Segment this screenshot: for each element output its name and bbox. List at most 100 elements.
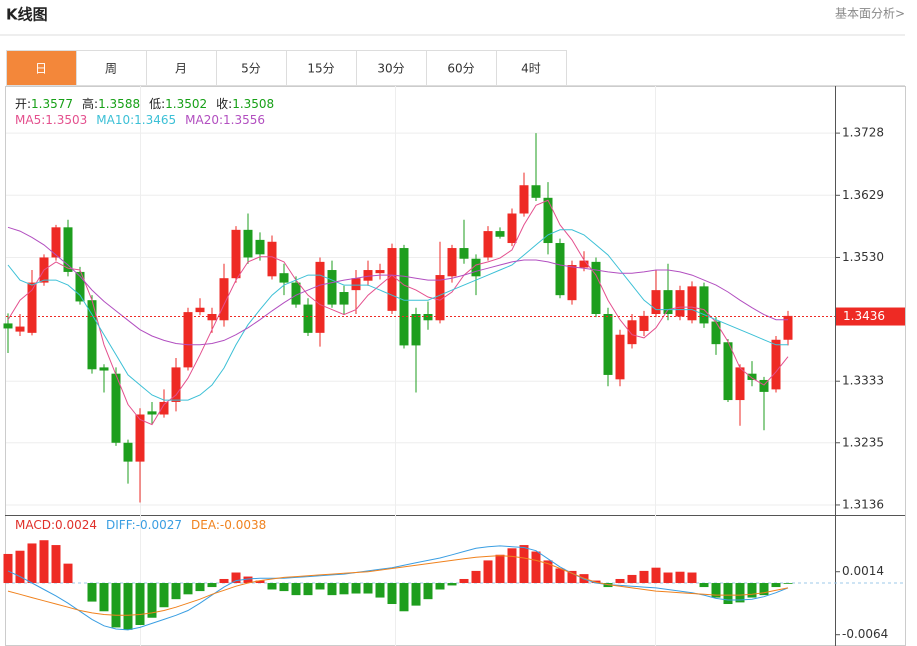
macd-bar [723, 583, 733, 605]
macd-bar [123, 583, 133, 630]
tab[interactable] [496, 50, 567, 86]
candle-body [423, 314, 433, 321]
macd-bar [303, 583, 313, 596]
candle-body [435, 275, 445, 321]
indicator-line [7, 199, 789, 426]
macd-bar [147, 583, 157, 618]
macd-bar [651, 567, 661, 584]
tab[interactable] [216, 50, 287, 86]
candle-body [291, 282, 301, 305]
y-tick-label: 1.3333 [842, 374, 884, 388]
macd-bar [351, 583, 361, 594]
macd-bar [219, 578, 229, 584]
macd-bar [195, 583, 205, 592]
macd-bar [327, 583, 337, 596]
tab[interactable] [286, 50, 357, 86]
legend-label: MA10: [96, 113, 135, 127]
macd-bar [255, 580, 265, 584]
y-tick-label: -0.0064 [842, 627, 888, 641]
candle-body [711, 321, 721, 345]
candle-body [735, 367, 745, 401]
macd-bar [3, 553, 13, 584]
candle-body [375, 270, 385, 274]
candle-body [207, 314, 217, 321]
legend-value: 1.3465 [134, 113, 177, 127]
y-tick-label: 0.0014 [842, 564, 884, 578]
macd-bar [111, 583, 121, 628]
candle-body [51, 227, 61, 258]
candle-body [783, 315, 793, 340]
candle-body [651, 290, 661, 315]
indicator-line [7, 545, 789, 631]
candle-body [615, 334, 625, 380]
macd-bar [159, 583, 169, 608]
macd-bar [435, 583, 445, 590]
macd-bar [135, 583, 145, 626]
legend-value: -0.0027 [135, 518, 183, 532]
candle-body [447, 248, 457, 277]
candle-body [171, 367, 181, 402]
candle-body [495, 231, 505, 237]
candle-body [75, 271, 85, 302]
tab-label[interactable]: 5分 [241, 62, 261, 76]
candle-body [327, 270, 337, 305]
current-price-label: 1.3436 [843, 309, 885, 323]
legend-value: 1.3588 [98, 97, 141, 111]
macd-bar [63, 563, 73, 584]
candle-body [531, 185, 541, 198]
tab-label[interactable]: 4时 [521, 62, 541, 76]
legend-row: MA5:1.3503 MA10:1.3465 MA20:1.3556 [15, 113, 274, 127]
legend-label: 开: [15, 97, 32, 111]
candle-body [87, 300, 97, 370]
macd-bar [51, 545, 61, 584]
macd-bar [447, 583, 457, 586]
candle-body [219, 278, 229, 321]
candle-body [723, 342, 733, 401]
legend-label: 低: [149, 97, 166, 111]
analysis-link[interactable]: 基本面分析> [835, 7, 905, 21]
tab[interactable] [356, 50, 427, 86]
macd-bar [27, 543, 37, 584]
candle-body [351, 278, 361, 291]
candle-body [159, 401, 169, 415]
tab[interactable] [146, 50, 217, 86]
macd-bar [495, 554, 505, 584]
candle-body [555, 243, 565, 296]
tab-label[interactable]: 30分 [377, 62, 404, 76]
macd-bar [375, 583, 385, 598]
macd-bar [87, 583, 97, 602]
macd-bar [243, 576, 253, 584]
candle-body [543, 197, 553, 244]
macd-bar [747, 583, 757, 598]
candle-body [339, 292, 349, 305]
tab-label[interactable]: 60分 [447, 62, 474, 76]
candle-body [303, 304, 313, 333]
candle-body [471, 258, 481, 277]
candle-body [27, 282, 37, 333]
candle-body [111, 373, 121, 443]
tab-label[interactable]: 周 [105, 62, 117, 76]
macd-bar [267, 583, 277, 590]
tab[interactable] [426, 50, 497, 86]
legend-value: 1.3508 [232, 97, 275, 111]
legend-value: 1.3556 [223, 113, 265, 127]
candle-body [507, 213, 517, 244]
macd-bar [699, 583, 709, 588]
macd-bar [183, 583, 193, 595]
legend-label: MACD: [15, 518, 56, 532]
macd-bar [207, 583, 217, 588]
tab-label[interactable]: 月 [175, 62, 187, 76]
tab[interactable] [6, 50, 77, 86]
candle-body [267, 241, 277, 277]
macd-bar [291, 583, 301, 596]
macd-bar [759, 583, 769, 596]
candle-body [639, 315, 649, 331]
macd-bar [339, 583, 349, 595]
tab-label[interactable]: 15分 [307, 62, 334, 76]
macd-bar [711, 583, 721, 598]
legend-value: 1.3577 [31, 97, 74, 111]
macd-bar [687, 572, 697, 584]
y-tick-label: 1.3235 [842, 435, 884, 449]
tab-label[interactable]: 日 [35, 62, 47, 76]
